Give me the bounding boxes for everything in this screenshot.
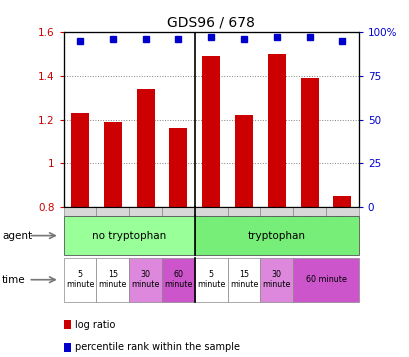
Text: agent: agent [2,231,32,241]
Bar [103,122,121,207]
Bar [234,115,252,207]
Bar [71,113,89,207]
Text: 60 minute: 60 minute [305,275,346,284]
Text: 5
minute: 5 minute [65,270,94,290]
Text: percentile rank within the sample: percentile rank within the sample [75,342,239,352]
Text: 60
minute: 60 minute [164,270,192,290]
Bar [333,196,351,207]
Text: 15
minute: 15 minute [98,270,127,290]
Bar [136,89,154,207]
Text: tryptophan: tryptophan [247,231,305,241]
Bar [300,78,318,207]
Bar [267,54,285,207]
Text: time: time [2,275,26,285]
Bar [169,128,187,207]
Title: GDS96 / 678: GDS96 / 678 [167,16,254,30]
Bar [202,56,220,207]
Text: no tryptophan: no tryptophan [92,231,166,241]
Text: 15
minute: 15 minute [229,270,258,290]
Text: 5
minute: 5 minute [196,270,225,290]
Text: log ratio: log ratio [75,320,115,330]
Text: 30
minute: 30 minute [262,270,290,290]
Text: 30
minute: 30 minute [131,270,160,290]
